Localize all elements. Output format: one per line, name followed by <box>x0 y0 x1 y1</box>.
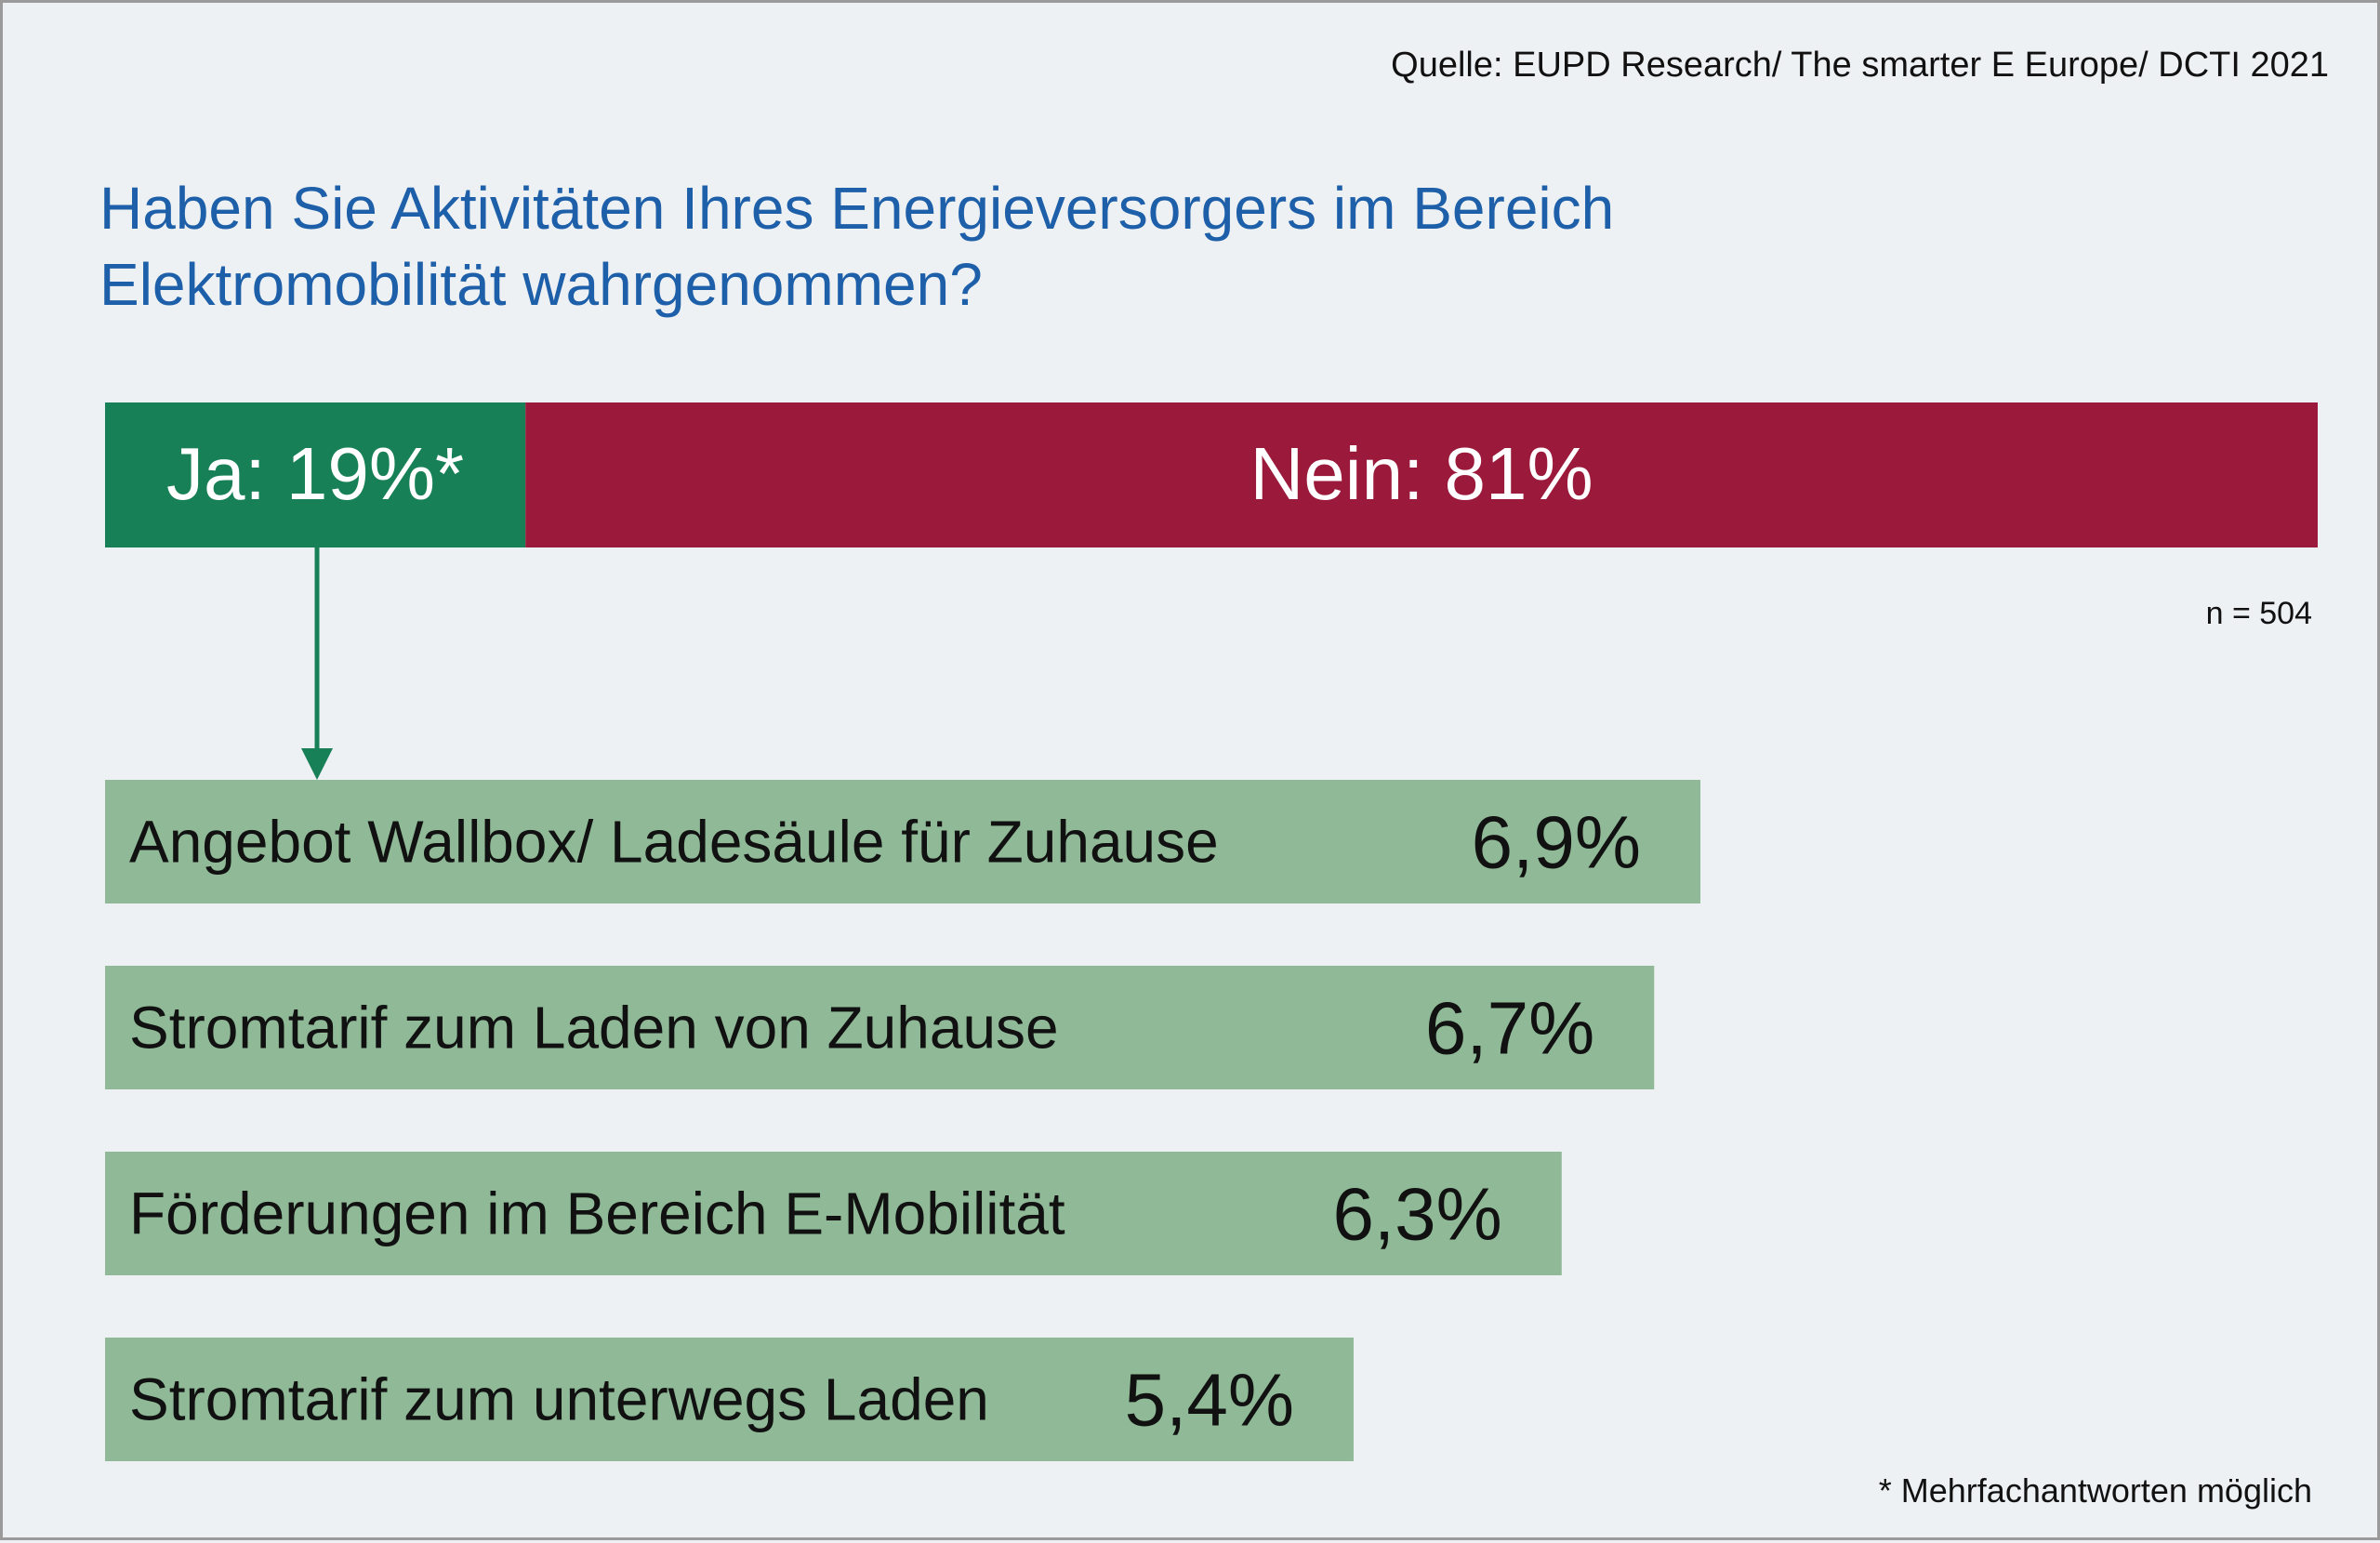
detail-bar <box>105 1338 1354 1461</box>
detail-bar-label: Stromtarif zum unterwegs Laden <box>129 1366 989 1433</box>
detail-bar-value: 6,3% <box>1332 1173 1501 1256</box>
source-note: Quelle: EUPD Research/ The smarter E Eur… <box>1391 46 2329 85</box>
detail-bar <box>105 780 1700 903</box>
detail-bar-value: 6,9% <box>1472 801 1641 884</box>
sample-size-note: n = 504 <box>2205 596 2312 631</box>
detail-bar-label: Stromtarif zum Laden von Zuhause <box>129 995 1059 1062</box>
detail-bar <box>105 966 1655 1089</box>
label-yes: Ja: 19%* <box>166 432 464 515</box>
detail-bar-value: 6,7% <box>1425 987 1594 1070</box>
footnote: * Mehrfachantworten möglich <box>1878 1471 2312 1510</box>
connector-arrow-head <box>301 748 333 780</box>
detail-bar <box>105 1152 1562 1275</box>
detail-bar-value: 5,4% <box>1125 1359 1294 1442</box>
detail-bar-label: Förderungen im Bereich E-Mobilität <box>129 1180 1065 1247</box>
chart-title: Haben Sie Aktivitäten Ihres Energieverso… <box>99 170 1866 323</box>
bar-yes <box>105 402 526 547</box>
chart-canvas: Ja: 19%* Nein: 81% Angebot Wallbox/ Ladesä… <box>105 402 2319 1461</box>
chart-title-line-2: Elektromobilität wahrgenommen? <box>99 251 983 318</box>
label-no: Nein: 81% <box>1250 432 1593 515</box>
detail-bar-label: Angebot Wallbox/ Ladesäule für Zuhause <box>129 809 1219 876</box>
bar-no <box>525 402 2319 547</box>
chart-title-line-1: Haben Sie Aktivitäten Ihres Energieverso… <box>99 175 1615 242</box>
